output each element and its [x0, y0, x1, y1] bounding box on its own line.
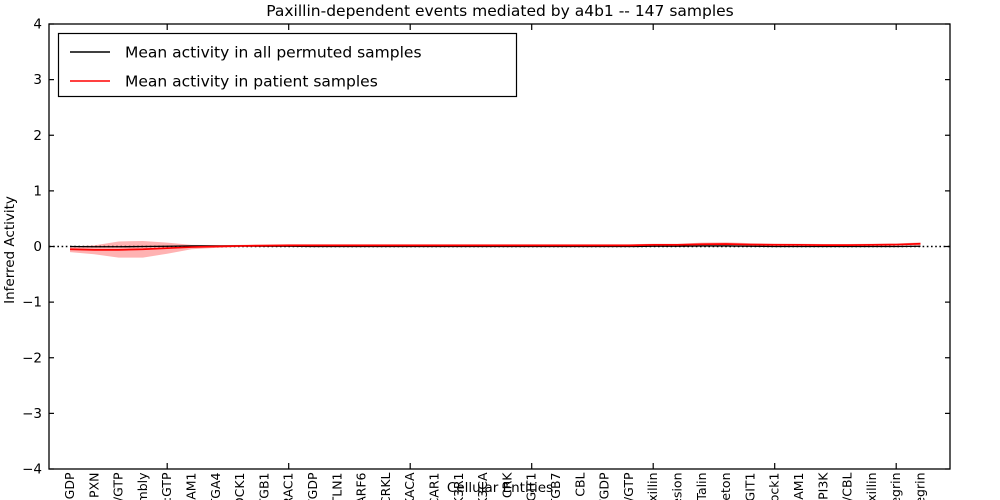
x-tick-label: lamellipodium assembly	[135, 472, 150, 500]
x-tick-label: alpha4/beta7 Integrin/Paxillin	[864, 473, 879, 500]
x-tick-label: VCAM1	[184, 473, 199, 500]
y-tick-label: −1	[22, 295, 42, 311]
x-tick-label: p130Cas/Crk/Dock1	[767, 473, 782, 500]
x-tick-label: ARF6	[354, 472, 369, 500]
x-tick-label: ITGA4	[208, 472, 223, 500]
y-tick-label: 4	[33, 17, 42, 33]
x-tick-label: BCAR1	[427, 473, 442, 500]
patient-activity-band	[70, 240, 921, 258]
x-tick-label: PRKACA	[402, 472, 417, 500]
legend-box	[57, 32, 518, 98]
plot-area: 4 3 2 1 0 −1 −2 −3 −4 mol:GDP PXN Rac1/GTP lamellipo…	[22, 17, 950, 500]
x-tick-label: ARF6/GTP	[621, 472, 636, 500]
y-tick-label: 3	[33, 72, 42, 88]
x-tick-label: alpha4/beta1 Integrin/Paxillin	[645, 473, 660, 500]
x-tick-label: CRKL/CBL	[840, 472, 855, 500]
x-tick-label: GIT1	[524, 473, 539, 500]
x-tick-label: RAC1	[281, 473, 296, 500]
x-tick-label: DOCK1	[232, 473, 247, 500]
y-tick-label: −3	[22, 406, 42, 422]
x-tick-label: CRK	[499, 472, 514, 498]
x-tick-label: alpha4/beta1 Integrin/Paxillin/VCAM1	[791, 473, 806, 500]
patient-mean-line	[69, 242, 921, 251]
x-tick-label: Rac1/GTP	[111, 472, 126, 500]
x-tick-label: Rac1/GDP	[305, 472, 320, 500]
y-tick-label: 0	[33, 239, 42, 255]
x-tick-label: alpha4/beta1 Integrin	[888, 473, 903, 500]
x-tick-label: ARF6/GDP	[597, 472, 612, 500]
y-tick-label: −2	[22, 350, 42, 366]
legend-label-permuted-samples: Mean activity in all permuted samples	[125, 44, 422, 62]
plot-border	[48, 23, 951, 470]
x-tick-label: PIK3CA	[475, 472, 490, 500]
x-tick-label: alpha4/beta1 Integrin/Paxillin/Talin	[694, 473, 709, 500]
x-tick-label: alpha4/beta1 Integrin/Paxillin/GIT1	[742, 473, 757, 500]
legend: Mean activity in all permuted samples Me…	[57, 32, 518, 98]
x-tick-label: PIK3R1	[451, 473, 466, 500]
y-tick-label: 1	[33, 183, 42, 199]
x-tick-label: PI3K	[815, 472, 830, 500]
x-tick-label: TLN1	[329, 473, 344, 500]
x-tick-label: mol:GDP	[62, 472, 77, 500]
x-tick-label: ITGB7	[548, 473, 563, 500]
x-tick-label: ITGB1	[256, 473, 271, 500]
x-tick-label: CBL	[572, 472, 587, 496]
y-tick-label: 2	[33, 128, 42, 144]
x-tick-label: alpha4/beta1 Integrin/Paxillin/Talin/Act…	[718, 473, 733, 500]
y-axis-label: Inferred Activity	[2, 196, 18, 304]
x-tick-label: CRKL	[378, 472, 393, 500]
x-tick-label: PXN	[86, 473, 101, 498]
y-tick-label: −4	[22, 462, 42, 478]
x-tick-label: mol:GTP	[159, 472, 174, 500]
legend-label-patient-samples: Mean activity in patient samples	[125, 73, 378, 91]
x-tick-label: cell adhesion	[670, 473, 685, 500]
x-tick-label: alpha4/beta7 Integrin	[913, 473, 928, 500]
chart-title: Paxillin-dependent events mediated by a4…	[266, 2, 734, 20]
x-axis-label: Cellular Entities	[447, 480, 553, 496]
